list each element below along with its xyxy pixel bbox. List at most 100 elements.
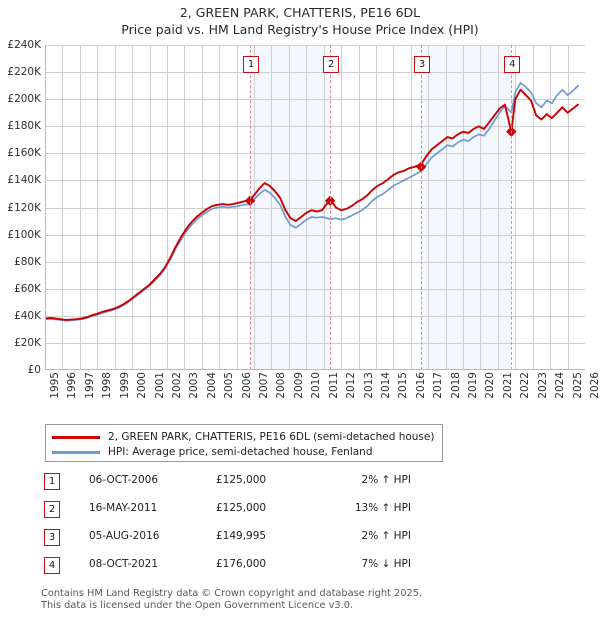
event-badge-4[interactable]: 4 <box>504 56 521 73</box>
x-tick-label: 2012 <box>345 372 358 399</box>
event-badge-1[interactable]: 1 <box>243 56 260 73</box>
x-tick-label: 2011 <box>327 372 340 399</box>
table-row[interactable]: 4 08-OCT-2021 £176,000 7% ↓ HPI <box>41 554 461 582</box>
legend-item-1: 2, GREEN PARK, CHATTERIS, PE16 6DL (semi… <box>52 430 436 444</box>
x-tick-label: 2003 <box>188 372 201 399</box>
gridline-vertical <box>515 45 516 370</box>
x-tick-label: 2018 <box>449 372 462 399</box>
footer-line-2: This data is licensed under the Open Gov… <box>41 599 354 611</box>
gridline-horizontal <box>45 235 585 236</box>
gridline-vertical <box>202 45 203 370</box>
table-row[interactable]: 1 06-OCT-2006 £125,000 2% ↑ HPI <box>41 470 461 498</box>
gridline-vertical <box>80 45 81 370</box>
event-line-4 <box>511 45 513 370</box>
y-tick-label: £140K <box>7 174 41 187</box>
series-line-property <box>45 88 579 321</box>
transaction-date: 16-MAY-2011 <box>89 502 158 514</box>
x-tick-label: 1999 <box>118 372 131 399</box>
y-tick-label: £240K <box>7 39 41 51</box>
transaction-badge: 1 <box>44 473 60 490</box>
x-tick-label: 2005 <box>223 372 236 399</box>
table-row[interactable]: 2 16-MAY-2011 £125,000 13% ↑ HPI <box>41 498 461 526</box>
gridline-vertical <box>254 45 255 370</box>
gridline-vertical <box>393 45 394 370</box>
y-tick-label: £100K <box>7 228 41 241</box>
transaction-price: £125,000 <box>216 502 267 514</box>
transactions-table: 1 06-OCT-2006 £125,000 2% ↑ HPI 2 16-MAY-2011… <box>41 470 461 582</box>
x-tick-label: 1998 <box>101 372 114 399</box>
transaction-hpi-delta: 13% ↑ HPI <box>354 502 411 514</box>
transaction-price: £176,000 <box>216 558 267 570</box>
gridline-vertical <box>150 45 151 370</box>
title-subtitle: Price paid vs. HM Land Registry's House … <box>121 22 479 37</box>
gridline-vertical <box>550 45 551 370</box>
y-tick-label: £40K <box>14 309 41 322</box>
series-layer <box>45 82 579 322</box>
y-tick-label: £180K <box>7 120 41 133</box>
x-tick-label: 2002 <box>170 372 183 399</box>
gridline-horizontal <box>45 99 585 100</box>
gridline-vertical <box>167 45 168 370</box>
gridline-vertical <box>428 45 429 370</box>
transaction-date: 08-OCT-2021 <box>89 558 158 570</box>
gridline-vertical <box>237 45 238 370</box>
transaction-badge: 2 <box>44 501 60 518</box>
chart-legend: 2, GREEN PARK, CHATTERIS, PE16 6DL (semi… <box>45 424 443 462</box>
x-tick-label: 2023 <box>536 372 549 399</box>
y-tick-label: £20K <box>14 336 41 349</box>
y-tick-label: £200K <box>7 93 41 106</box>
gridline-vertical <box>359 45 360 370</box>
x-tick-label: 2001 <box>153 372 166 399</box>
x-tick-label: 2009 <box>292 372 305 399</box>
x-tick-label: 2021 <box>501 372 514 399</box>
legend-swatch-1 <box>52 435 100 439</box>
x-axis-labels: 1995 1996 1997 1998 1999 2000 2001 2002 2003 2004… <box>45 372 600 414</box>
transaction-hpi-delta: 7% ↓ HPI <box>361 558 411 570</box>
x-tick-label: 2026 <box>589 372 600 399</box>
footer-attribution: Contains HM Land Registry data © Crown c… <box>41 588 561 611</box>
x-tick-label: 2019 <box>467 372 480 399</box>
gridline-horizontal <box>45 289 585 290</box>
transaction-hpi-delta: 2% ↑ HPI <box>361 530 411 542</box>
gridline-horizontal <box>45 208 585 209</box>
y-tick-label: £80K <box>14 255 41 268</box>
x-tick-label: 2015 <box>397 372 410 399</box>
gridline-vertical <box>289 45 290 370</box>
gridline-vertical <box>411 45 412 370</box>
event-line-1 <box>250 45 252 370</box>
gridline-vertical <box>132 45 133 370</box>
event-line-3 <box>421 45 423 370</box>
transaction-price: £125,000 <box>216 474 267 486</box>
x-tick-label: 2022 <box>519 372 532 399</box>
transaction-date: 06-OCT-2006 <box>89 474 158 486</box>
table-row[interactable]: 3 05-AUG-2016 £149,995 2% ↑ HPI <box>41 526 461 554</box>
gridline-horizontal <box>45 180 585 181</box>
x-tick-label: 2006 <box>240 372 253 399</box>
transaction-date: 05-AUG-2016 <box>89 530 160 542</box>
plot-frame <box>45 45 585 370</box>
gridline-vertical <box>533 45 534 370</box>
x-tick-label: 1995 <box>49 372 61 399</box>
x-tick-label: 2025 <box>571 372 584 399</box>
legend-item-2: HPI: Average price, semi-detached house,… <box>52 445 436 459</box>
gridline-vertical <box>463 45 464 370</box>
title-address: 2, GREEN PARK, CHATTERIS, PE16 6DL <box>179 5 421 20</box>
chart-canvas <box>45 45 585 370</box>
event-badge-3[interactable]: 3 <box>414 56 431 73</box>
gridline-vertical <box>115 45 116 370</box>
gridline-vertical <box>306 45 307 370</box>
event-badge-2[interactable]: 2 <box>323 56 340 73</box>
y-tick-label: £220K <box>7 66 41 79</box>
y-axis-labels: £0 £20K £40K £60K £80K £100K £120K £140K £160K £1… <box>0 39 41 376</box>
x-tick-label: 2008 <box>275 372 288 399</box>
gridline-vertical <box>62 45 63 370</box>
gridline-vertical <box>341 45 342 370</box>
gridline-horizontal <box>45 262 585 263</box>
transaction-badge: 3 <box>44 529 60 546</box>
event-line-2 <box>330 45 332 370</box>
page-title: 2, GREEN PARK, CHATTERIS, PE16 6DL Price… <box>0 4 600 38</box>
gridline-horizontal <box>45 72 585 73</box>
gridline-vertical <box>498 45 499 370</box>
x-tick-label: 2020 <box>484 372 497 399</box>
gridline-vertical <box>376 45 377 370</box>
